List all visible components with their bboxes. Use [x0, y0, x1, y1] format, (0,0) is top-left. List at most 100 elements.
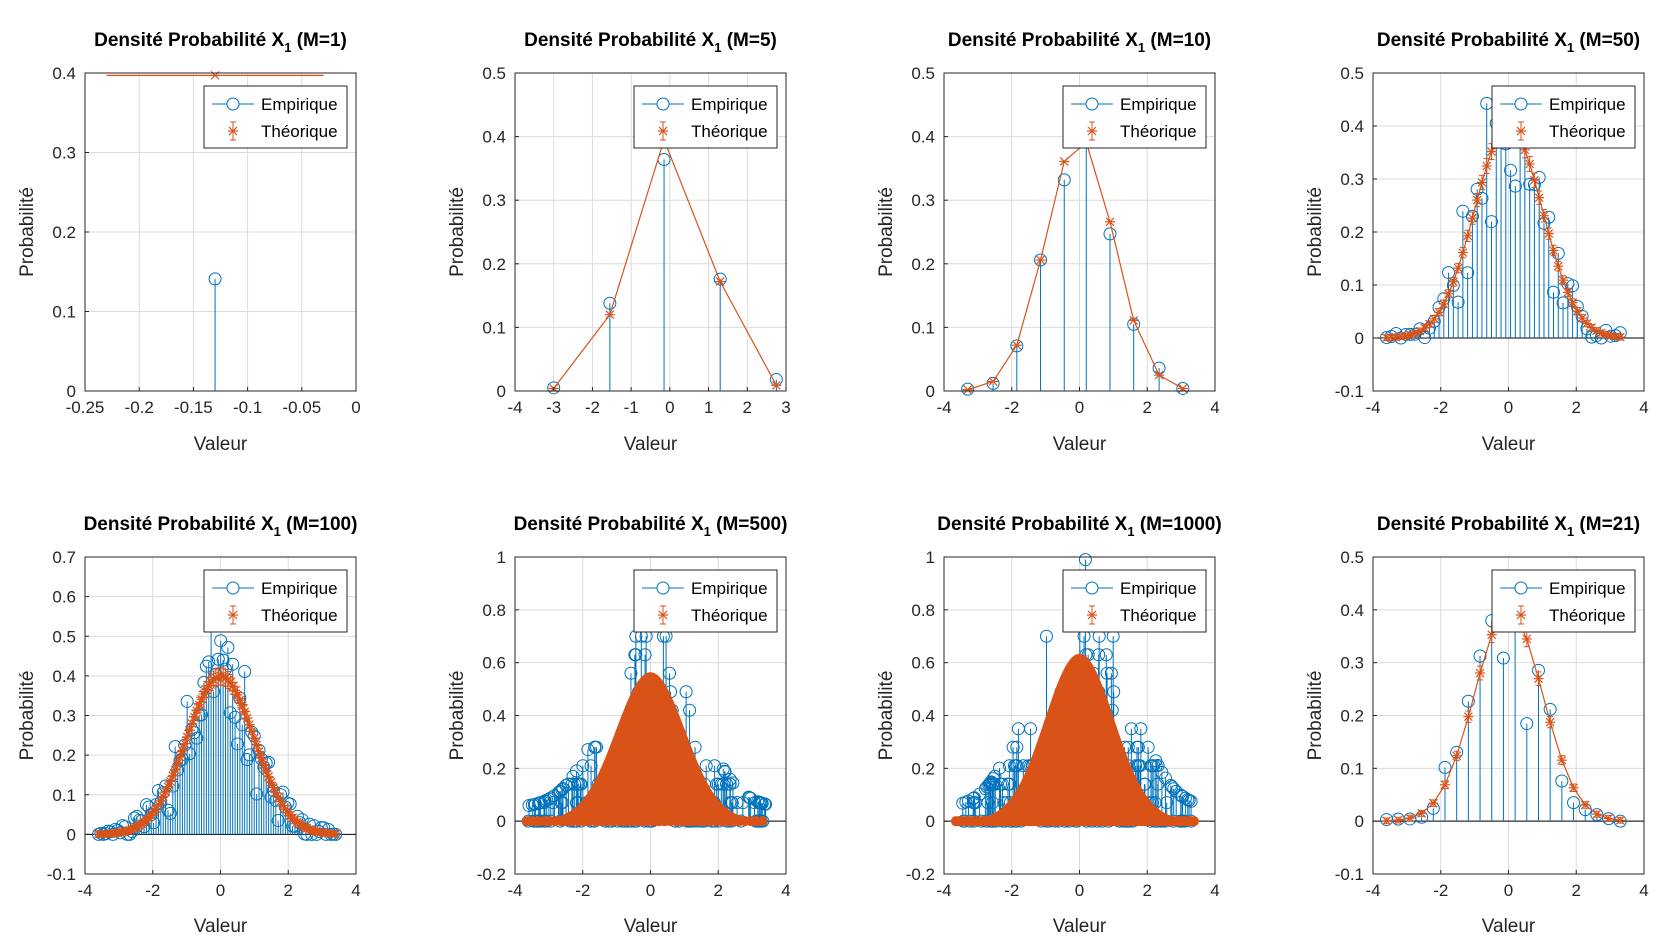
theorique-point	[604, 310, 615, 320]
empirique-point	[1484, 215, 1498, 229]
theorique-point	[1438, 299, 1449, 309]
y-tick-label: 0.1	[1340, 759, 1364, 778]
empirique-point	[1010, 339, 1024, 353]
x-tick-label: 3	[781, 398, 790, 417]
x-tick-label: 1	[704, 398, 713, 417]
legend-label-empirique: Empirique	[691, 95, 768, 114]
x-tick-label: 0	[351, 398, 360, 417]
theorique-point	[1548, 246, 1559, 255]
x-tick-label: 2	[743, 398, 752, 417]
empirique-point	[603, 296, 617, 310]
theorique-point	[1568, 783, 1579, 793]
x-tick-label: -2	[145, 881, 160, 900]
empirique-point	[973, 787, 987, 801]
series-theorique	[93, 667, 341, 839]
theorique-point	[1524, 159, 1535, 169]
theorique-point	[1556, 755, 1567, 765]
empirique-point	[752, 796, 766, 810]
y-tick-label: 0.4	[911, 128, 935, 147]
empirique-point	[1158, 771, 1172, 785]
empirique-point	[1473, 649, 1487, 663]
empirique-point	[983, 777, 997, 791]
theorique-point	[1521, 634, 1532, 644]
y-axis-label: Probabilité	[17, 671, 38, 761]
series-theorique	[1381, 117, 1626, 343]
empirique-point	[574, 777, 588, 791]
theorique-point	[1035, 255, 1046, 265]
x-tick-label: 4	[351, 881, 360, 900]
empirique-point	[1057, 173, 1071, 187]
y-tick-label: 0.7	[52, 548, 76, 567]
theorique-point	[1567, 298, 1578, 308]
y-tick-label: -0.2	[906, 865, 935, 884]
theorique-point	[1434, 307, 1445, 317]
x-tick-label: 2	[714, 881, 723, 900]
x-tick-label: -2	[1004, 881, 1019, 900]
x-tick-label: -0.25	[66, 398, 105, 417]
theorique-point	[1451, 751, 1462, 761]
theorique-point	[1534, 193, 1545, 203]
theorique-point	[988, 377, 999, 386]
empirique-point	[271, 814, 285, 828]
x-tick-label: 0	[665, 398, 674, 417]
legend-label-theorique: Théorique	[691, 606, 768, 625]
empirique-point	[981, 796, 995, 810]
empirique-point	[1575, 309, 1589, 323]
legend-marker-empirique	[1514, 97, 1528, 111]
legend-box	[1062, 85, 1207, 149]
x-axis-label: Valeur	[194, 434, 248, 455]
x-axis-label: Valeur	[624, 434, 678, 455]
empirique-point	[736, 796, 750, 810]
series-theorique	[950, 653, 1199, 827]
legend-marker-empirique	[1085, 97, 1099, 111]
legend: Empirique Théorique	[1062, 85, 1207, 149]
empirique-point	[723, 777, 737, 791]
y-tick-label: 0.4	[482, 128, 506, 147]
theorique-point	[1562, 287, 1573, 297]
legend-label-empirique: Empirique	[1120, 95, 1197, 114]
y-tick-label: 0.1	[52, 303, 76, 322]
empirique-point	[542, 792, 556, 806]
theorique-point	[1154, 370, 1165, 380]
x-tick-label: -1	[624, 398, 639, 417]
x-tick-label: 2	[1143, 881, 1152, 900]
chart-title: Densité Probabilité X1 (M=50)	[1377, 30, 1640, 55]
empirique-point	[1133, 759, 1147, 773]
series-empirique	[92, 614, 343, 841]
y-tick-label: 0.2	[482, 759, 506, 778]
theorique-point	[1543, 229, 1554, 238]
empirique-point	[226, 657, 240, 671]
y-tick-label: -0.1	[1335, 865, 1364, 884]
y-tick-label: 1	[497, 548, 506, 567]
empirique-point	[1451, 295, 1465, 309]
x-axis-label: Valeur	[1053, 916, 1107, 937]
x-tick-label: 4	[781, 881, 790, 900]
empirique-point	[713, 272, 727, 286]
empirique-point	[1134, 722, 1148, 736]
empirique-point	[1160, 796, 1174, 810]
y-tick-label: 0.2	[1340, 223, 1364, 242]
y-tick-label: 0.1	[482, 318, 506, 337]
x-tick-label: -3	[546, 398, 561, 417]
x-tick-label: 2	[1143, 398, 1152, 417]
x-tick-label: 2	[1572, 881, 1581, 900]
y-tick-label: 0.6	[52, 588, 76, 607]
y-tick-label: 0	[497, 812, 506, 831]
chart-title: Densité Probabilité X1 (M=10)	[948, 30, 1211, 55]
legend: Empirique Théorique	[203, 85, 348, 149]
legend-label-theorique: Théorique	[261, 122, 338, 141]
theorique-point	[1462, 231, 1473, 241]
y-tick-label: 0	[67, 382, 76, 401]
x-axis-label: Valeur	[624, 916, 678, 937]
y-tick-label: 0.4	[1340, 117, 1364, 136]
x-tick-label: 0	[1075, 881, 1084, 900]
chart-title: Densité Probabilité X1 (M=21)	[1377, 514, 1640, 539]
empirique-point	[208, 272, 222, 286]
y-tick-label: 0.4	[482, 707, 506, 726]
x-tick-label: -2	[1433, 398, 1448, 417]
empirique-point	[1039, 629, 1053, 643]
empirique-point	[1010, 740, 1024, 754]
chart-8: -4 -2 0 2 4 -0.1 0 0.1 0.2 0.3 0.4 0.5 Valeur Probabi…	[1305, 514, 1649, 937]
legend-label-empirique: Empirique	[691, 579, 768, 598]
